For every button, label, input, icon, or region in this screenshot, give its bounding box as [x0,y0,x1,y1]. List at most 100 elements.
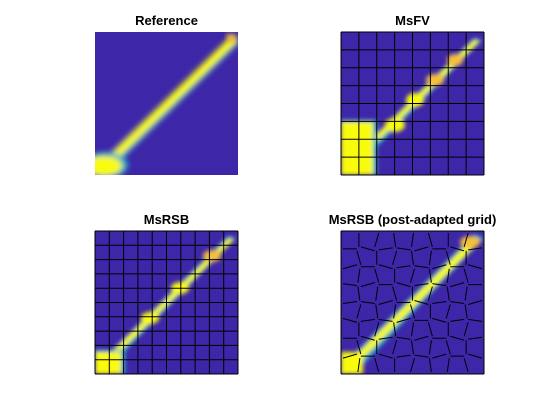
grid-line-horizontal [432,283,447,287]
grid-line-vertical [374,357,380,373]
panel-msrsb: MsRSB [94,212,239,375]
grid-line-vertical [445,250,451,265]
grid-line-vertical [356,304,362,319]
grid-line-horizontal [414,246,429,252]
coarse-grid-msfv [340,31,485,176]
grid-line-horizontal [360,335,375,341]
grid-line-vertical [356,340,362,355]
grid-line-vertical [357,286,361,301]
grid-line-horizontal [467,300,483,305]
grid-line-horizontal [432,264,447,270]
grid-line-horizontal [342,283,357,287]
grid-line-horizontal [378,300,393,305]
grid-line-horizontal [467,264,483,270]
grid-line-horizontal [396,336,411,340]
saturation-heatmap-msrsb-adapted [341,231,484,374]
saturation-heatmap-reference [95,32,238,175]
grid-line-horizontal [378,353,393,359]
grid-line-vertical [375,286,379,301]
grid-line-horizontal [342,301,357,304]
grid-line-vertical [411,232,414,247]
grid-line-horizontal [414,354,429,358]
grid-line-vertical [463,357,469,373]
panel-title-reference: Reference [135,13,198,28]
grid-line-vertical [463,322,469,337]
grid-line-horizontal [360,282,375,288]
panel-title-msrsb: MsRSB [144,212,190,227]
grid-line-horizontal [378,318,393,322]
coarse-grid-msrsb [94,230,239,375]
panel-title-msfv: MsFV [395,13,430,28]
grid-line-vertical [411,322,414,337]
grid-line-vertical [446,268,450,283]
grid-line-horizontal [360,246,375,252]
grid-line-horizontal [432,301,447,304]
grid-line-horizontal [432,317,447,323]
grid-line-horizontal [450,246,465,252]
grid-line-vertical [427,322,433,337]
grid-line-horizontal [414,265,429,269]
grid-line-horizontal [414,300,429,305]
grid-line-vertical [393,304,397,319]
grid-line-vertical [427,286,433,301]
grid-line-horizontal [360,301,375,304]
grid-line-vertical [392,340,398,355]
grid-line-vertical [428,340,432,355]
grid-line-vertical [374,322,380,337]
grid-line-horizontal [450,282,465,288]
grid-line-vertical [428,268,432,283]
grid-line-horizontal [396,265,411,269]
grid-line-horizontal [342,317,358,323]
grid-line-horizontal [396,317,411,323]
grid-line-horizontal [450,335,465,341]
grid-line-vertical [428,250,432,265]
grid-line-vertical [445,340,451,355]
grid-line-vertical [357,268,361,283]
grid-line-vertical [410,357,415,373]
grid-line-horizontal [414,283,429,287]
grid-line-vertical [392,250,398,265]
grid-line-vertical [393,232,397,247]
grid-line-vertical [410,268,415,283]
grid-line-vertical [411,340,414,355]
grid-line-horizontal [378,336,393,340]
grid-line-vertical [375,304,379,319]
grid-line-vertical [464,286,468,301]
grid-line-horizontal [432,353,447,359]
grid-line-vertical [445,304,451,319]
grid-line-vertical [427,232,433,248]
grid-line-vertical [393,322,397,337]
grid-line-horizontal [342,264,358,270]
grid-line-horizontal [396,354,411,358]
grid-line-horizontal [468,318,483,322]
grid-line-vertical [446,286,450,301]
panel-msrsb-adapted: MsRSB (post-adapted grid) [329,212,497,375]
grid-line-horizontal [450,301,465,304]
grid-line-vertical [411,250,414,265]
grid-line-horizontal [467,353,483,359]
grid-line-vertical [428,358,432,373]
coarse-grid-msrsb-adapted [340,230,485,375]
grid-line-vertical [463,268,469,283]
grid-line-horizontal [378,264,393,270]
grid-line-vertical [374,268,380,283]
grid-line-horizontal [468,336,483,340]
grid-line-vertical [357,358,361,373]
panel-reference: Reference [95,13,238,175]
grid-line-horizontal [396,247,411,251]
grid-line-vertical [392,286,398,301]
panel-title-msrsb-adapted: MsRSB (post-adapted grid) [329,212,497,227]
grid-line-horizontal [378,247,393,251]
grid-line-horizontal [360,318,375,322]
grid-line-horizontal [468,247,483,251]
grid-line-vertical [464,304,468,319]
panel-msfv: MsFV [340,13,485,176]
grid-line-horizontal [414,335,429,341]
grid-line-vertical [356,250,362,265]
grid-line-horizontal [450,318,465,322]
grid-line-horizontal [342,353,358,359]
grid-line-vertical [374,232,380,248]
grid-line-vertical [463,232,469,248]
grid-line-vertical [446,358,450,373]
